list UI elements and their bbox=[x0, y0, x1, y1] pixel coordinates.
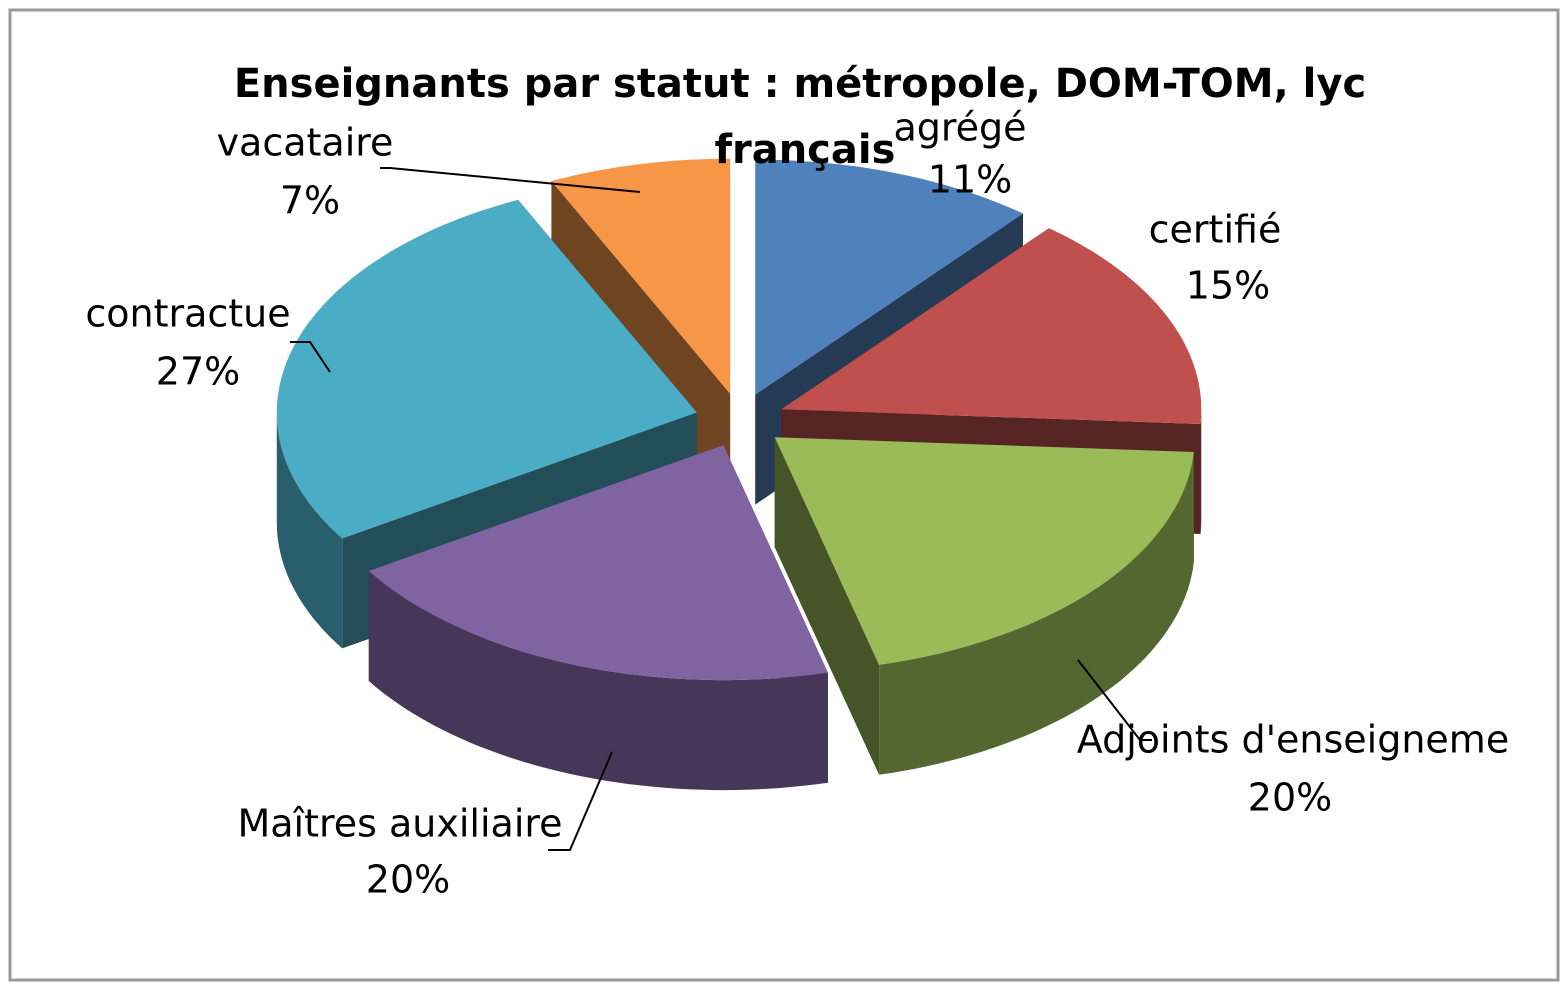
slice-wall bbox=[774, 437, 880, 775]
slice-side bbox=[1200, 409, 1202, 534]
data-label-name: agrégé bbox=[893, 106, 1026, 150]
slice-top bbox=[276, 199, 697, 539]
chart-title: français bbox=[715, 127, 896, 173]
slice-top bbox=[781, 228, 1202, 424]
data-label-name: Maîtres auxiliaire bbox=[237, 802, 562, 846]
data-label-name: contractue bbox=[85, 292, 290, 336]
slice-top bbox=[368, 445, 828, 681]
data-label-value: 11% bbox=[928, 158, 1012, 202]
slices bbox=[276, 158, 1202, 791]
data-label-value: 20% bbox=[366, 858, 450, 902]
slice-top bbox=[755, 159, 1023, 395]
slice-side bbox=[368, 571, 828, 791]
leader-line bbox=[1077, 659, 1152, 741]
data-label-value: 27% bbox=[156, 350, 240, 394]
leader-line bbox=[380, 167, 641, 193]
leader-line bbox=[290, 341, 331, 373]
slice-side bbox=[276, 412, 343, 649]
slice-top bbox=[774, 437, 1194, 665]
leader-line bbox=[548, 751, 613, 851]
data-label-name: certifié bbox=[1149, 208, 1282, 252]
slice-side bbox=[879, 452, 1194, 775]
data-label-value: 20% bbox=[1248, 776, 1332, 820]
data-label-value: 15% bbox=[1186, 264, 1270, 308]
slice bbox=[368, 445, 828, 791]
slice-top bbox=[551, 158, 731, 394]
data-label-name: vacataire bbox=[217, 121, 394, 165]
data-label-value: 7% bbox=[280, 179, 340, 223]
slice bbox=[774, 437, 1194, 775]
chart-title: Enseignants par statut : métropole, DOM-… bbox=[234, 61, 1366, 107]
